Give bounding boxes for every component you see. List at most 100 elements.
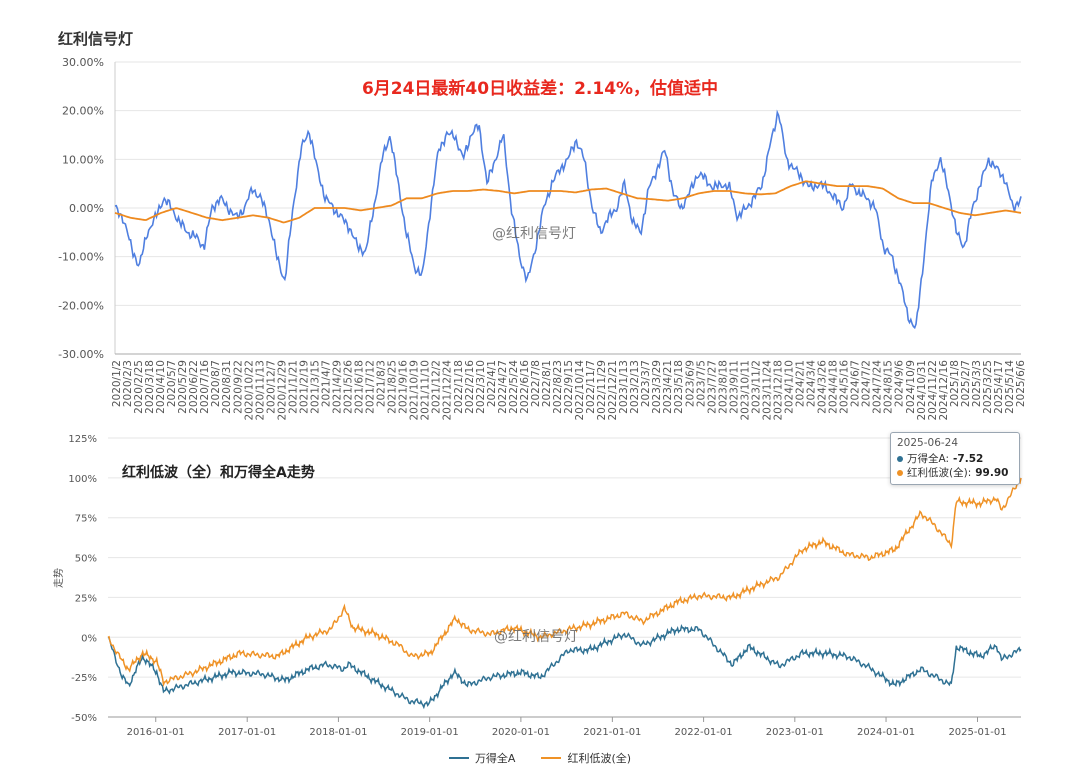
legend-label-dividend: 红利低波(全) xyxy=(567,752,632,765)
x-tick-label: 2024/2/1 xyxy=(795,360,807,407)
wind-series-line xyxy=(107,624,1022,710)
x-tick-label: 2022/11/29 xyxy=(596,360,608,421)
x-tick-label: 2021/10/19 xyxy=(409,360,421,421)
x-tick-label: 2024/7/24 xyxy=(872,360,884,414)
y-tick-label: 10.00% xyxy=(62,153,104,166)
y-tick-label: 20.00% xyxy=(62,105,104,118)
x-tick-label: 2023/11/24 xyxy=(761,360,773,421)
x-tick-label: 2020/12/7 xyxy=(265,360,277,414)
x-tick-label: 2021/9/16 xyxy=(398,360,410,414)
y-tick-label: 0% xyxy=(81,633,97,644)
x-tick-label: 2023/1/13 xyxy=(618,360,630,414)
y-tick-label: 30.00% xyxy=(62,56,104,69)
headline-summary: 6月24日最新40日收益差：2.14%，估值适中 xyxy=(361,79,719,99)
x-tick-label: 2023-01-01 xyxy=(766,727,824,738)
x-tick-label: 2023/5/18 xyxy=(673,360,685,414)
x-tick-label: 2021/1/21 xyxy=(287,360,299,414)
x-tick-label: 2025/3/3 xyxy=(971,360,983,407)
x-tick-label: 2021/3/15 xyxy=(309,360,321,414)
x-tick-label: 2020/8/7 xyxy=(210,360,222,407)
x-tick-label: 2020/4/10 xyxy=(155,360,167,414)
wind-line-icon xyxy=(448,757,469,759)
dividend-line-icon xyxy=(541,757,562,759)
x-tick-label: 2023/7/5 xyxy=(695,360,707,407)
x-tick-label: 2023/2/13 xyxy=(629,360,641,414)
dividend-series-line xyxy=(107,477,1022,688)
x-tick-label: 2022/4/1 xyxy=(486,360,498,407)
tooltip-date: 2025-06-24 xyxy=(897,437,959,449)
x-tick-label: 2021/8/3 xyxy=(376,360,388,407)
x-tick-label: 2020-01-01 xyxy=(492,727,550,738)
x-tick-label: 2024/4/18 xyxy=(828,360,840,414)
x-tick-label: 2023/4/21 xyxy=(662,360,674,414)
x-tick-label: 2024/8/15 xyxy=(883,360,895,414)
legend-label-wind: 万得全A xyxy=(474,752,516,765)
spread-series-line xyxy=(114,109,1022,330)
trend-chart-title: 红利低波（全）和万得全A走势 xyxy=(122,465,315,481)
spread-chart: 30.00% 20.00% 10.00% 0.00% -10.00% -20.00% -30… xyxy=(58,56,1027,421)
page-title: 红利信号灯 xyxy=(58,30,134,48)
x-tick-label: 2022-01-01 xyxy=(675,727,733,738)
x-tick-label: 2021/4/29 xyxy=(331,360,343,414)
y-tick-label: 125% xyxy=(68,434,97,445)
y-axis-title: 走势 xyxy=(52,568,65,588)
x-tick-label: 2025/5/14 xyxy=(1004,360,1016,414)
y-tick-label: -20.00% xyxy=(58,299,104,312)
x-tick-label: 2023/11/2 xyxy=(750,360,762,414)
x-tick-label: 2022/2/16 xyxy=(464,360,476,414)
legend-item-wind[interactable]: 万得全A xyxy=(448,750,516,766)
x-tick-label: 2025/6/6 xyxy=(1015,360,1027,407)
x-tick-label: 2021/4/7 xyxy=(320,360,332,407)
tooltip-row-wind: 万得全A: -7.52 xyxy=(897,452,1013,466)
y-tick-label: 0.00% xyxy=(69,202,104,215)
y-tick-label: 50% xyxy=(75,554,97,565)
x-tick-label: 2022/5/24 xyxy=(508,360,520,414)
x-tick-label: 2023/10/11 xyxy=(739,360,751,421)
x-tick-label: 2020/2/3 xyxy=(122,360,134,407)
x-tick-label: 2024/7/2 xyxy=(861,360,873,407)
y-tick-label: -10.00% xyxy=(58,251,104,264)
x-tick-label: 2024/10/9 xyxy=(905,360,917,414)
watermark-top: @红利信号灯 xyxy=(492,226,576,242)
x-tick-label: 2023/7/27 xyxy=(706,360,718,414)
x-tick-label: 2021/2/19 xyxy=(298,360,310,414)
x-tick-label: 2022/8/23 xyxy=(552,360,564,414)
watermark-bottom: @红利信号灯 xyxy=(494,629,578,645)
x-tick-label: 2021/11/10 xyxy=(420,360,432,421)
x-tick-label: 2025/1/8 xyxy=(949,360,961,407)
legend-item-dividend[interactable]: 红利低波(全) xyxy=(541,750,631,766)
x-tick-label: 2024/9/6 xyxy=(894,360,906,407)
chart-tooltip: 2025-06-24 万得全A: -7.52 红利低波(全): 99.90 xyxy=(890,432,1020,485)
x-tick-label: 2024/12/16 xyxy=(938,360,950,421)
x-tick-label: 2022/1/18 xyxy=(453,360,465,414)
x-tick-label: 2020/10/22 xyxy=(243,360,255,421)
x-tick-label: 2023/3/29 xyxy=(651,360,663,414)
x-tick-label: 2020/3/18 xyxy=(144,360,156,414)
x-tick-label: 2022/4/27 xyxy=(497,360,509,414)
x-tick-label: 2021-01-01 xyxy=(583,727,641,738)
x-tick-label: 2024/5/16 xyxy=(839,360,851,414)
x-tick-label: 2025/2/7 xyxy=(960,360,972,407)
x-tick-label: 2020/2/25 xyxy=(133,360,145,414)
x-tick-label: 2022/8/1 xyxy=(541,360,553,407)
x-tick-label: 2020/7/16 xyxy=(199,360,211,414)
x-tick-label: 2021/5/26 xyxy=(343,360,355,414)
y-tick-label: 25% xyxy=(75,593,97,604)
x-tick-label: 2023/12/18 xyxy=(772,360,784,421)
x-tick-label: 2020/1/2 xyxy=(111,360,123,407)
x-tick-label: 2023/3/7 xyxy=(640,360,652,407)
x-tick-label: 2024/10/31 xyxy=(916,360,928,421)
x-tick-label: 2024/1/10 xyxy=(783,360,795,414)
x-tick-label: 2023/6/9 xyxy=(684,360,696,407)
x-tick-label: 2022/3/10 xyxy=(475,360,487,414)
x-tick-label: 2021/6/18 xyxy=(354,360,366,414)
x-tick-label: 2025/3/25 xyxy=(982,360,994,414)
x-tick-label: 2025-01-01 xyxy=(948,727,1006,738)
x-tick-label: 2024/3/4 xyxy=(806,360,818,407)
y-tick-label: 100% xyxy=(68,474,97,485)
y-tick-label: 75% xyxy=(75,514,97,525)
x-tick-label: 2020/6/22 xyxy=(188,360,200,414)
tooltip-wind-value: -7.52 xyxy=(953,453,984,465)
x-tick-label: 2018-01-01 xyxy=(309,727,367,738)
x-tick-label: 2017-01-01 xyxy=(218,727,276,738)
